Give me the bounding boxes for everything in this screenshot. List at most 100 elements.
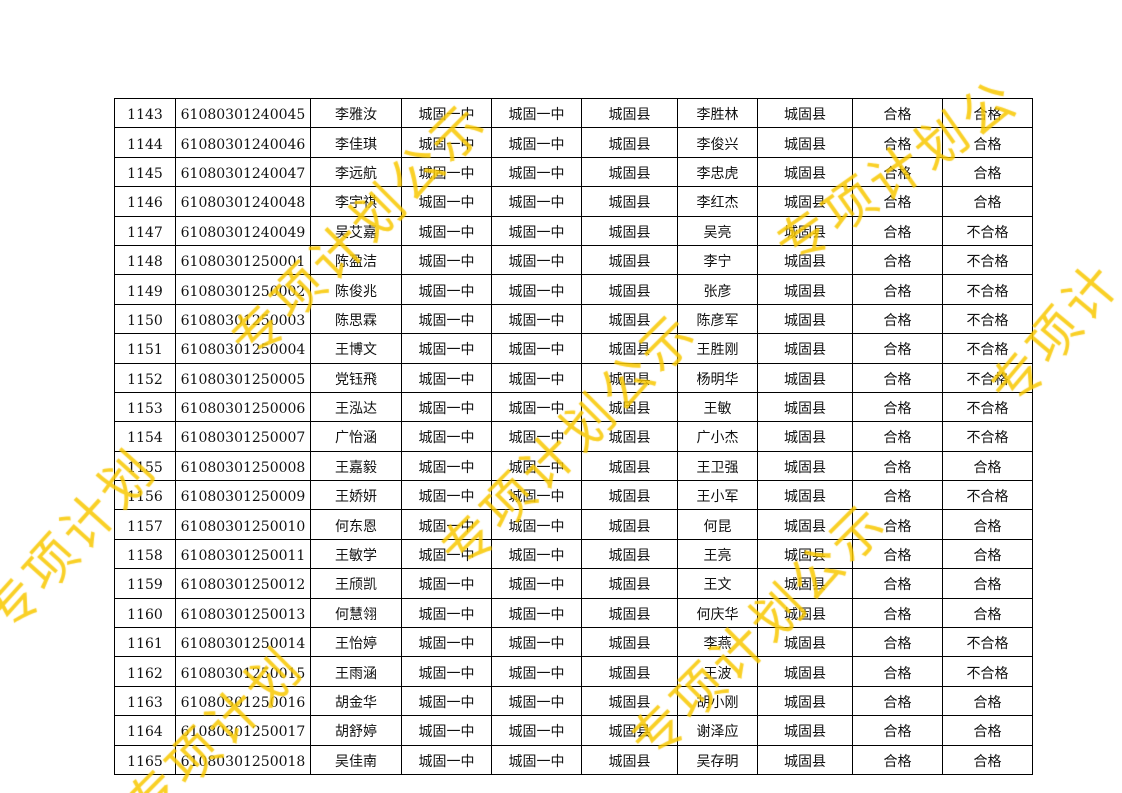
exam-id-cell: 61080301240046 <box>175 127 311 158</box>
row-number-cell: 1165 <box>114 744 176 775</box>
school-2-cell: 城固一中 <box>491 215 582 246</box>
parent-name-cell: 陈彦军 <box>677 303 758 335</box>
school-cell: 城固一中 <box>401 244 492 276</box>
student-name-cell: 陈思霖 <box>310 303 402 335</box>
exam-id-cell: 61080301250009 <box>175 480 311 511</box>
row-number-cell: 1164 <box>114 715 176 746</box>
exam-id-cell: 61080301240048 <box>175 186 311 217</box>
student-name-cell: 广怡涵 <box>310 421 402 452</box>
parent-county-cell: 城固县 <box>757 127 853 158</box>
check-result-2-cell: 合格 <box>942 685 1033 717</box>
parent-county-cell: 城固县 <box>757 244 853 276</box>
student-name-cell: 李佳琪 <box>310 127 402 158</box>
exam-id-cell: 61080301250015 <box>175 656 311 687</box>
row-number-cell: 1151 <box>114 333 176 364</box>
row-number-cell: 1152 <box>114 362 176 393</box>
student-name-cell: 王博文 <box>310 333 402 364</box>
school-2-cell: 城固一中 <box>491 538 582 570</box>
student-name-cell: 何东恩 <box>310 509 402 540</box>
check-result-2-cell: 不合格 <box>942 274 1033 305</box>
school-2-cell: 城固一中 <box>491 391 582 423</box>
check-result-1-cell: 合格 <box>852 509 943 540</box>
parent-county-cell: 城固县 <box>757 480 853 511</box>
school-2-cell: 城固一中 <box>491 303 582 335</box>
parent-county-cell: 城固县 <box>757 656 853 687</box>
parent-name-cell: 李胜林 <box>677 97 758 129</box>
row-number-cell: 1160 <box>114 597 176 629</box>
county-cell: 城固县 <box>581 156 678 188</box>
check-result-2-cell: 不合格 <box>942 627 1033 658</box>
student-name-cell: 王嘉毅 <box>310 450 402 482</box>
school-2-cell: 城固一中 <box>491 656 582 687</box>
parent-name-cell: 胡小刚 <box>677 685 758 717</box>
parent-name-cell: 张彦 <box>677 274 758 305</box>
parent-name-cell: 吴存明 <box>677 744 758 775</box>
parent-name-cell: 李红杰 <box>677 186 758 217</box>
row-number-cell: 1163 <box>114 685 176 717</box>
exam-id-cell: 61080301250001 <box>175 244 311 276</box>
school-2-cell: 城固一中 <box>491 421 582 452</box>
table-row: 1165 61080301250018 吴佳南 城固一中 城固一中 城固县 吴存明 城固县 合格… <box>114 744 1033 775</box>
check-result-2-cell: 合格 <box>942 568 1033 599</box>
school-cell: 城固一中 <box>401 333 492 364</box>
row-number-cell: 1149 <box>114 274 176 305</box>
check-result-1-cell: 合格 <box>852 127 943 158</box>
parent-name-cell: 王敏 <box>677 391 758 423</box>
parent-name-cell: 何庆华 <box>677 597 758 629</box>
county-cell: 城固县 <box>581 685 678 717</box>
school-2-cell: 城固一中 <box>491 744 582 775</box>
check-result-2-cell: 不合格 <box>942 303 1033 335</box>
school-cell: 城固一中 <box>401 215 492 246</box>
row-number-cell: 1143 <box>114 97 176 129</box>
exam-id-cell: 61080301250002 <box>175 274 311 305</box>
student-name-cell: 胡金华 <box>310 685 402 717</box>
check-result-2-cell: 合格 <box>942 97 1033 129</box>
school-2-cell: 城固一中 <box>491 127 582 158</box>
check-result-1-cell: 合格 <box>852 391 943 423</box>
county-cell: 城固县 <box>581 186 678 217</box>
parent-county-cell: 城固县 <box>757 744 853 775</box>
parent-county-cell: 城固县 <box>757 715 853 746</box>
county-cell: 城固县 <box>581 450 678 482</box>
check-result-1-cell: 合格 <box>852 656 943 687</box>
table-row: 1150 61080301250003 陈思霖 城固一中 城固一中 城固县 陈彦军 城固县 合格… <box>114 303 1033 335</box>
school-cell: 城固一中 <box>401 509 492 540</box>
school-2-cell: 城固一中 <box>491 274 582 305</box>
parent-name-cell: 李忠虎 <box>677 156 758 188</box>
table-row: 1143 61080301240045 李雅汝 城固一中 城固一中 城固县 李胜林 城固县 合格… <box>114 97 1033 129</box>
row-number-cell: 1147 <box>114 215 176 246</box>
student-name-cell: 党钰飛 <box>310 362 402 393</box>
exam-id-cell: 61080301240047 <box>175 156 311 188</box>
parent-county-cell: 城固县 <box>757 627 853 658</box>
table-row: 1159 61080301250012 王颀凯 城固一中 城固一中 城固县 王文 城固县 合格合… <box>114 568 1033 599</box>
check-result-1-cell: 合格 <box>852 97 943 129</box>
table-row: 1147 61080301240049 吴艾嘉 城固一中 城固一中 城固县 吴亮 城固县 合格不… <box>114 215 1033 246</box>
table-row: 1161 61080301250014 王怡婷 城固一中 城固一中 城固县 李燕 城固县 合格不… <box>114 627 1033 658</box>
county-cell: 城固县 <box>581 215 678 246</box>
check-result-1-cell: 合格 <box>852 362 943 393</box>
results-table: 1143 61080301240045 李雅汝 城固一中 城固一中 城固县 李胜林 城固县 合格… <box>114 97 1033 775</box>
row-number-cell: 1162 <box>114 656 176 687</box>
parent-name-cell: 杨明华 <box>677 362 758 393</box>
check-result-2-cell: 合格 <box>942 715 1033 746</box>
parent-county-cell: 城固县 <box>757 362 853 393</box>
row-number-cell: 1145 <box>114 156 176 188</box>
school-cell: 城固一中 <box>401 480 492 511</box>
parent-county-cell: 城固县 <box>757 333 853 364</box>
check-result-2-cell: 合格 <box>942 538 1033 570</box>
check-result-2-cell: 不合格 <box>942 215 1033 246</box>
table-row: 1146 61080301240048 李宇祺 城固一中 城固一中 城固县 李红杰 城固县 合格… <box>114 186 1033 217</box>
table-row: 1149 61080301250002 陈俊兆 城固一中 城固一中 城固县 张彦 城固县 合格不… <box>114 274 1033 305</box>
row-number-cell: 1161 <box>114 627 176 658</box>
exam-id-cell: 61080301250011 <box>175 538 311 570</box>
parent-name-cell: 何昆 <box>677 509 758 540</box>
row-number-cell: 1156 <box>114 480 176 511</box>
county-cell: 城固县 <box>581 509 678 540</box>
table-row: 1154 61080301250007 广怡涵 城固一中 城固一中 城固县 广小杰 城固县 合格… <box>114 421 1033 452</box>
school-2-cell: 城固一中 <box>491 627 582 658</box>
check-result-2-cell: 不合格 <box>942 244 1033 276</box>
county-cell: 城固县 <box>581 391 678 423</box>
school-cell: 城固一中 <box>401 391 492 423</box>
exam-id-cell: 61080301250007 <box>175 421 311 452</box>
parent-name-cell: 王小军 <box>677 480 758 511</box>
